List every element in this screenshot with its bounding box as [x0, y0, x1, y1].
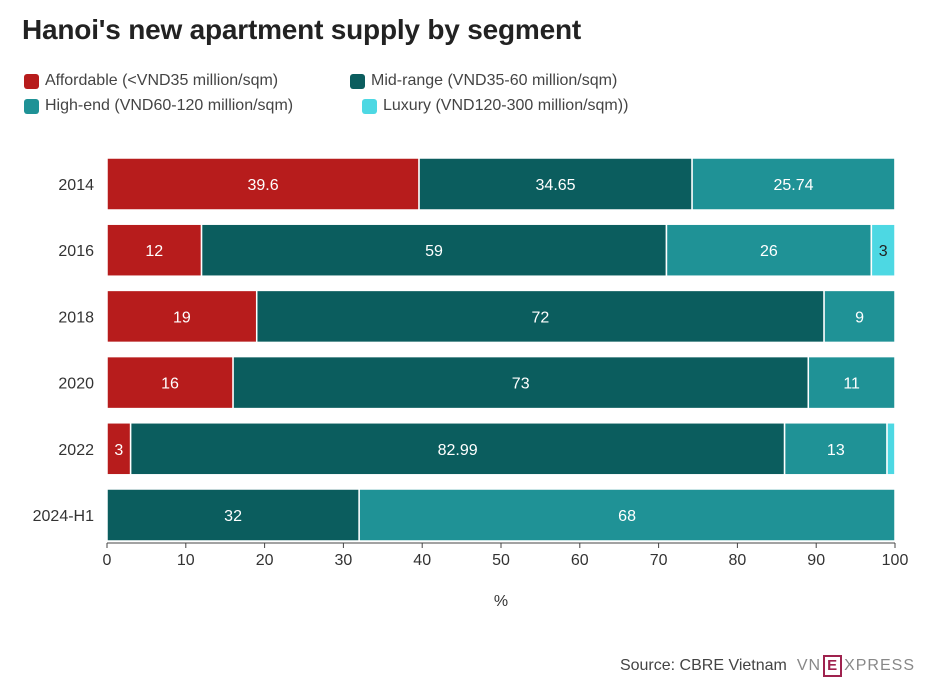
- brand-logo-left: VN: [796, 657, 822, 674]
- bar-2018-affordable: [106, 289, 258, 344]
- data-label-2016-mid-range: 59: [425, 243, 443, 260]
- x-tick-label-90: 90: [807, 552, 825, 569]
- x-tick-label-70: 70: [650, 552, 668, 569]
- brand-logo: VN E XPRESS: [797, 655, 915, 677]
- y-tick-label-2016: 2016: [58, 243, 94, 260]
- data-label-2014-affordable: 39.6: [247, 177, 278, 194]
- legend-item-affordable: Affordable (<VND35 million/sqm): [24, 72, 278, 90]
- legend-item-luxury: Luxury (VND120-300 million/sqm)): [362, 97, 628, 115]
- legend-swatch-high-end: [24, 98, 39, 114]
- data-label-2022-affordable: 3: [114, 442, 123, 459]
- bar-2016-mid-range: [200, 223, 668, 277]
- bar-2020-affordable: [106, 355, 234, 410]
- legend-label-luxury: Luxury (VND120-300 million/sqm)): [383, 97, 629, 114]
- bar-2016-high-end: [665, 223, 873, 277]
- bar-2014-affordable: [106, 157, 420, 211]
- data-label-2020-affordable: 16: [161, 376, 179, 393]
- x-axis-title: %: [494, 593, 508, 610]
- x-tick-label-100: 100: [882, 552, 909, 569]
- brand-logo-right: XPRESS: [844, 657, 915, 674]
- bar-2020-mid-range: [232, 355, 810, 410]
- data-label-2018-affordable: 19: [173, 309, 191, 326]
- data-label-2022-mid-range: 82.99: [438, 442, 478, 459]
- data-label-2018-high-end: 9: [855, 309, 864, 326]
- data-label-2018-mid-range: 72: [532, 309, 550, 326]
- y-tick-label-2014: 2014: [58, 177, 94, 194]
- legend-item-high-end: High-end (VND60-120 million/sqm): [24, 97, 293, 115]
- x-tick-label-0: 0: [103, 552, 112, 569]
- legend-item-mid-range: Mid-range (VND35-60 million/sqm): [350, 72, 617, 90]
- data-label-2022-high-end: 13: [827, 442, 845, 459]
- bar-2018-mid-range: [255, 289, 825, 344]
- x-tick-label-30: 30: [335, 552, 353, 569]
- brand-logo-mid: E: [823, 655, 843, 677]
- bar-2020-high-end: [807, 355, 896, 410]
- data-label-2016-affordable: 12: [145, 243, 163, 260]
- x-tick-label-10: 10: [177, 552, 195, 569]
- bar-2014-mid-range: [418, 157, 693, 211]
- y-tick-label-2018: 2018: [58, 309, 94, 326]
- data-label-2016-high-end: 26: [760, 243, 778, 260]
- data-label-2024-h1-high-end: 68: [618, 508, 636, 525]
- x-tick-label-60: 60: [571, 552, 589, 569]
- x-tick-label-40: 40: [413, 552, 431, 569]
- data-label-2020-mid-range: 73: [512, 376, 530, 393]
- data-label-2014-mid-range: 34.65: [536, 177, 576, 194]
- legend-label-affordable: Affordable (<VND35 million/sqm): [45, 72, 279, 89]
- bar-2022-luxury: [886, 422, 896, 476]
- bar-2016-affordable: [106, 223, 203, 277]
- legend-swatch-mid-range: [350, 73, 365, 89]
- bar-2024-h1-high-end: [358, 488, 896, 542]
- bar-2014-high-end: [691, 157, 896, 211]
- y-tick-label-2024-h1: 2024-H1: [33, 508, 94, 525]
- legend-label-mid-range: Mid-range (VND35-60 million/sqm): [371, 72, 618, 89]
- bar-2024-h1-mid-range: [106, 488, 360, 542]
- data-label-2014-high-end: 25.74: [773, 177, 813, 194]
- chart-title: Hanoi's new apartment supply by segment: [22, 14, 581, 45]
- bar-2016-luxury: [870, 223, 896, 277]
- data-label-2024-h1-mid-range: 32: [224, 508, 242, 525]
- legend-swatch-affordable: [24, 73, 39, 89]
- data-label-2020-high-end: 11: [843, 376, 860, 393]
- data-label-2016-luxury: 3: [879, 243, 888, 260]
- x-tick-label-50: 50: [492, 552, 510, 569]
- bar-2018-high-end: [823, 289, 896, 344]
- y-tick-label-2022: 2022: [58, 442, 94, 459]
- source-text: Source: CBRE Vietnam: [619, 657, 787, 674]
- footer: Source: CBRE Vietnam VN E XPRESS: [620, 655, 915, 677]
- x-tick-label-80: 80: [729, 552, 747, 569]
- legend-swatch-luxury: [362, 98, 377, 114]
- bar-2022-mid-range: [129, 422, 786, 476]
- bar-2022-high-end: [783, 422, 888, 476]
- legend-label-high-end: High-end (VND60-120 million/sqm): [45, 97, 294, 114]
- y-tick-label-2020: 2020: [58, 376, 94, 393]
- x-tick-label-20: 20: [256, 552, 274, 569]
